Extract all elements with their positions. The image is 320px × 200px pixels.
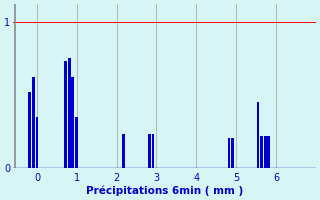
Bar (28, 92, 31, 168)
X-axis label: Précipitations 6min ( mm ): Précipitations 6min ( mm ) (86, 185, 243, 196)
Bar (231, 138, 234, 168)
Bar (148, 134, 151, 168)
Bar (228, 138, 230, 168)
Bar (123, 134, 125, 168)
Bar (264, 136, 267, 168)
Bar (260, 136, 263, 168)
Bar (68, 58, 71, 168)
Bar (257, 102, 260, 168)
Bar (36, 117, 38, 168)
Bar (75, 117, 78, 168)
Bar (268, 136, 270, 168)
Bar (71, 77, 74, 168)
Bar (64, 61, 67, 168)
Bar (151, 134, 154, 168)
Bar (32, 77, 35, 168)
